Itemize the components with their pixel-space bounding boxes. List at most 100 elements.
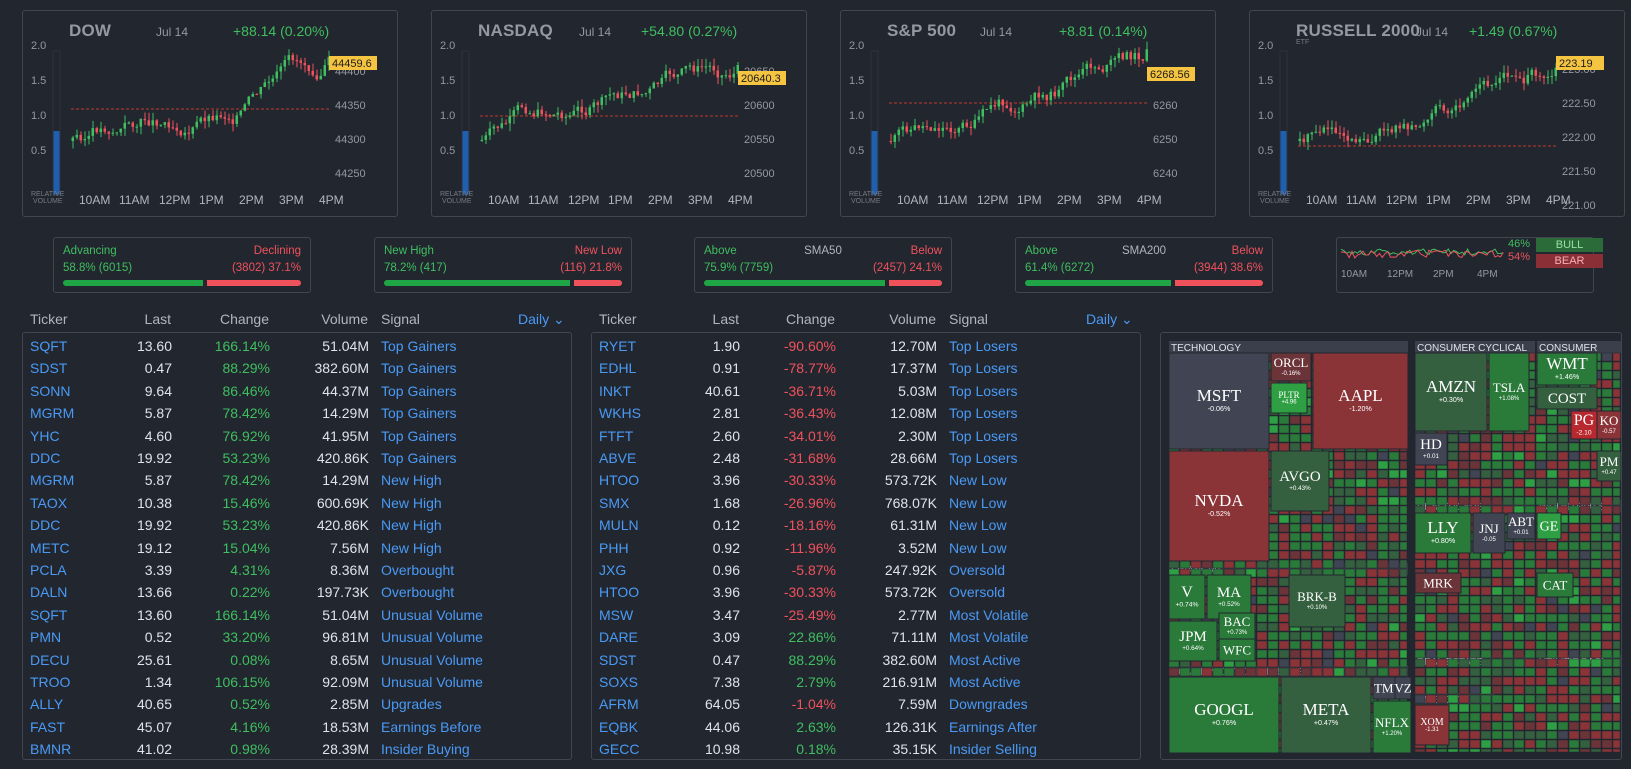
table-row[interactable]: PHH 0.92 -11.96% 3.52M New Low — [592, 538, 1142, 558]
table-row[interactable]: ABVE 2.48 -31.68% 28.66M Top Losers — [592, 448, 1142, 468]
heatmap-tile-ge[interactable]: GE — [1536, 512, 1562, 540]
ticker-link[interactable]: PCLA — [30, 562, 67, 578]
period-dropdown[interactable]: Daily ⌄ — [1086, 311, 1133, 328]
signal-link[interactable]: New High — [381, 539, 442, 556]
signal-link[interactable]: Top Losers — [949, 450, 1018, 466]
ticker-link[interactable]: EQBK — [599, 718, 638, 735]
ticker-link[interactable]: DDC — [30, 517, 61, 534]
ticker-link[interactable]: MGRM — [30, 472, 75, 489]
table-row[interactable]: SOXS 7.38 2.79% 216.91M Most Active — [592, 672, 1142, 692]
index-chart-s-p-500[interactable]: 2.0 1.5 1.0 0.5 RELATIVE VOLUME 10AM 11AM 12PM 1P… — [840, 10, 1216, 217]
heatmap-tile-ko[interactable]: KO-0.57 — [1596, 410, 1621, 440]
heatmap-tile-jnj[interactable]: JNJ-0.05 — [1472, 512, 1506, 554]
table-row[interactable]: BMNR 41.02 0.98% 28.39M Insider Buying — [23, 739, 573, 759]
signal-link[interactable]: Earnings Before — [381, 718, 482, 735]
index-chart-nasdaq[interactable]: 2.0 1.5 1.0 0.5 RELATIVE VOLUME 10AM 11AM 12PM 1P… — [431, 10, 807, 217]
ticker-link[interactable]: MSW — [599, 606, 634, 623]
signal-link[interactable]: Insider Buying — [381, 741, 470, 758]
table-row[interactable]: TROO 1.34 106.15% 92.09M Unusual Volume — [23, 672, 573, 692]
table-row[interactable]: SONN 9.64 86.46% 44.37M Top Gainers — [23, 381, 573, 401]
ticker-link[interactable]: SOXS — [599, 674, 638, 690]
heatmap-tile-v[interactable]: V+0.74% — [1168, 574, 1206, 620]
header-ticker[interactable]: Ticker — [599, 311, 637, 327]
heatmap-tile-tsla[interactable]: TSLA+1.08% — [1488, 352, 1530, 432]
ticker-link[interactable]: YHC — [30, 427, 60, 444]
header-last[interactable]: Last — [144, 311, 171, 327]
signal-link[interactable]: New Low — [949, 494, 1007, 511]
table-row[interactable]: MGRM 5.87 78.42% 14.29M Top Gainers — [23, 403, 573, 423]
header-signal[interactable]: Signal — [381, 311, 420, 327]
signal-link[interactable]: New Low — [949, 472, 1007, 489]
table-row[interactable]: SMX 1.68 -26.96% 768.07K New Low — [592, 493, 1142, 513]
signal-link[interactable]: Oversold — [949, 584, 1006, 601]
table-row[interactable]: HTOO 3.96 -30.33% 573.72K Oversold — [592, 582, 1142, 602]
signal-link[interactable]: Most Volatile — [949, 606, 1029, 623]
signal-link[interactable]: Upgrades — [381, 696, 442, 713]
signal-link[interactable]: Most Volatile — [949, 629, 1029, 646]
signal-link[interactable]: New High — [381, 517, 442, 534]
header-change[interactable]: Change — [785, 311, 835, 327]
signal-link[interactable]: Most Active — [949, 674, 1021, 690]
table-row[interactable]: AFRM 64.05 -1.04% 7.59M Downgrades — [592, 694, 1142, 714]
table-row[interactable]: INKT 40.61 -36.71% 5.03M Top Losers — [592, 381, 1142, 401]
ticker-link[interactable]: SDST — [599, 651, 637, 668]
ticker-link[interactable]: SQFT — [30, 606, 68, 623]
ticker-link[interactable]: SQFT — [30, 338, 68, 354]
header-ticker[interactable]: Ticker — [30, 311, 68, 327]
header-volume[interactable]: Volume — [889, 311, 936, 327]
signal-link[interactable]: New High — [381, 494, 442, 511]
ticker-link[interactable]: JXG — [599, 562, 627, 578]
table-row[interactable]: MGRM 5.87 78.42% 14.29M New High — [23, 470, 573, 490]
heatmap-tile-googl[interactable]: GOOGL+0.76% — [1168, 676, 1280, 754]
heatmap-tile-wmt[interactable]: WMT+1.46% — [1536, 352, 1598, 386]
heatmap-tile-mrk[interactable]: MRK — [1414, 572, 1462, 594]
heatmap-tile-lly[interactable]: LLY+0.80% — [1414, 512, 1472, 554]
table-row[interactable]: TAOX 10.38 15.46% 600.69K New High — [23, 493, 573, 513]
period-dropdown[interactable]: Daily ⌄ — [518, 311, 565, 328]
header-signal[interactable]: Signal — [949, 311, 988, 327]
table-row[interactable]: DDC 19.92 53.23% 420.86K New High — [23, 515, 573, 535]
heatmap-tile-brk-b[interactable]: BRK-B+0.10% — [1288, 574, 1346, 628]
signal-link[interactable]: Top Gainers — [381, 450, 457, 466]
table-row[interactable]: MULN 0.12 -18.16% 61.31M New Low — [592, 515, 1142, 535]
heatmap-tile-pm[interactable]: PM+0.47 — [1596, 450, 1621, 482]
signal-link[interactable]: Insider Selling — [949, 741, 1037, 758]
signal-link[interactable]: Top Gainers — [381, 382, 457, 399]
signal-link[interactable]: Earnings After — [949, 718, 1037, 735]
signal-link[interactable]: Unusual Volume — [381, 674, 483, 690]
table-row[interactable]: EQBK 44.06 2.63% 126.31K Earnings After — [592, 717, 1142, 737]
ticker-link[interactable]: INKT — [599, 382, 631, 399]
ticker-link[interactable]: MULN — [599, 517, 639, 534]
ticker-link[interactable]: ABVE — [599, 450, 637, 466]
signal-link[interactable]: Top Gainers — [381, 338, 457, 354]
heatmap-tile-jpm[interactable]: JPM+0.64% — [1168, 620, 1218, 662]
heatmap-tile-hd[interactable]: HD+0.01 — [1414, 432, 1448, 466]
table-row[interactable]: SQFT 13.60 166.14% 51.04M Unusual Volume — [23, 605, 573, 625]
bull-button[interactable]: BULL — [1536, 238, 1603, 252]
signal-link[interactable]: Downgrades — [949, 696, 1028, 713]
heatmap-tile-amzn[interactable]: AMZN+0.30% — [1414, 352, 1488, 432]
ticker-link[interactable]: TAOX — [30, 494, 68, 511]
heatmap-tile-ma[interactable]: MA+0.52% — [1206, 574, 1252, 620]
signal-link[interactable]: New Low — [949, 539, 1007, 556]
ticker-link[interactable]: PMN — [30, 629, 62, 646]
heatmap-tile-aapl[interactable]: AAPL-1.20% — [1312, 352, 1409, 450]
signal-link[interactable]: Top Losers — [949, 405, 1018, 422]
ticker-link[interactable]: ALLY — [30, 696, 64, 713]
table-row[interactable]: YHC 4.60 76.92% 41.95M Top Gainers — [23, 426, 573, 446]
ticker-link[interactable]: AFRM — [599, 696, 639, 713]
signal-link[interactable]: Top Losers — [949, 338, 1018, 354]
ticker-link[interactable]: WKHS — [599, 405, 641, 422]
table-row[interactable]: WKHS 2.81 -36.43% 12.08M Top Losers — [592, 403, 1142, 423]
ticker-link[interactable]: HTOO — [599, 584, 640, 601]
ticker-link[interactable]: SMX — [599, 494, 630, 511]
ticker-link[interactable]: DECU — [30, 651, 70, 668]
heatmap-tile-cat[interactable]: CAT — [1536, 572, 1574, 598]
table-row[interactable]: PCLA 3.39 4.31% 8.36M Overbought — [23, 560, 573, 580]
ticker-link[interactable]: METC — [30, 539, 70, 556]
heatmap-tile-xom[interactable]: XOM-1.31 — [1414, 704, 1450, 746]
signal-link[interactable]: Unusual Volume — [381, 629, 483, 646]
signal-link[interactable]: Top Gainers — [381, 427, 457, 444]
